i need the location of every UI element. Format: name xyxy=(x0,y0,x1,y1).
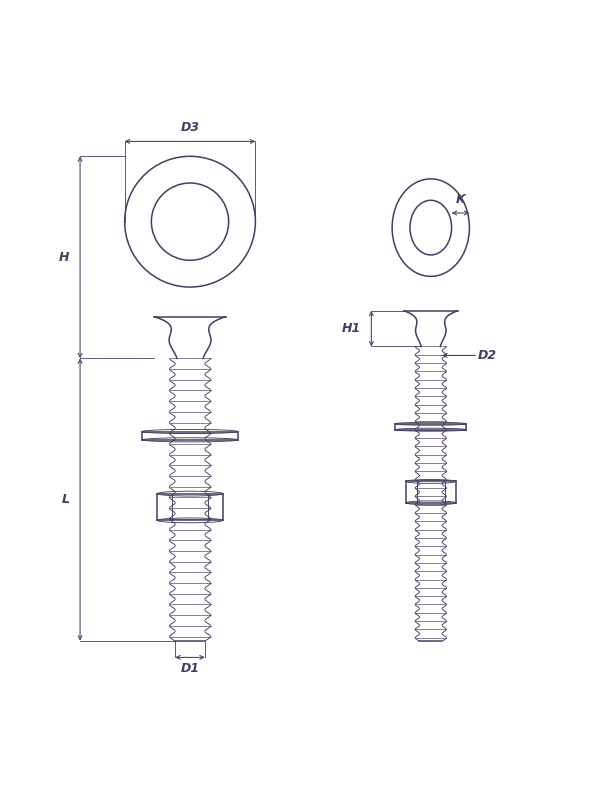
Text: D1: D1 xyxy=(181,662,200,675)
Text: H: H xyxy=(59,251,70,264)
Text: D3: D3 xyxy=(181,122,200,134)
Text: L: L xyxy=(61,493,70,506)
Text: D2: D2 xyxy=(478,349,497,362)
Text: K: K xyxy=(455,193,466,206)
Text: H1: H1 xyxy=(341,322,361,335)
